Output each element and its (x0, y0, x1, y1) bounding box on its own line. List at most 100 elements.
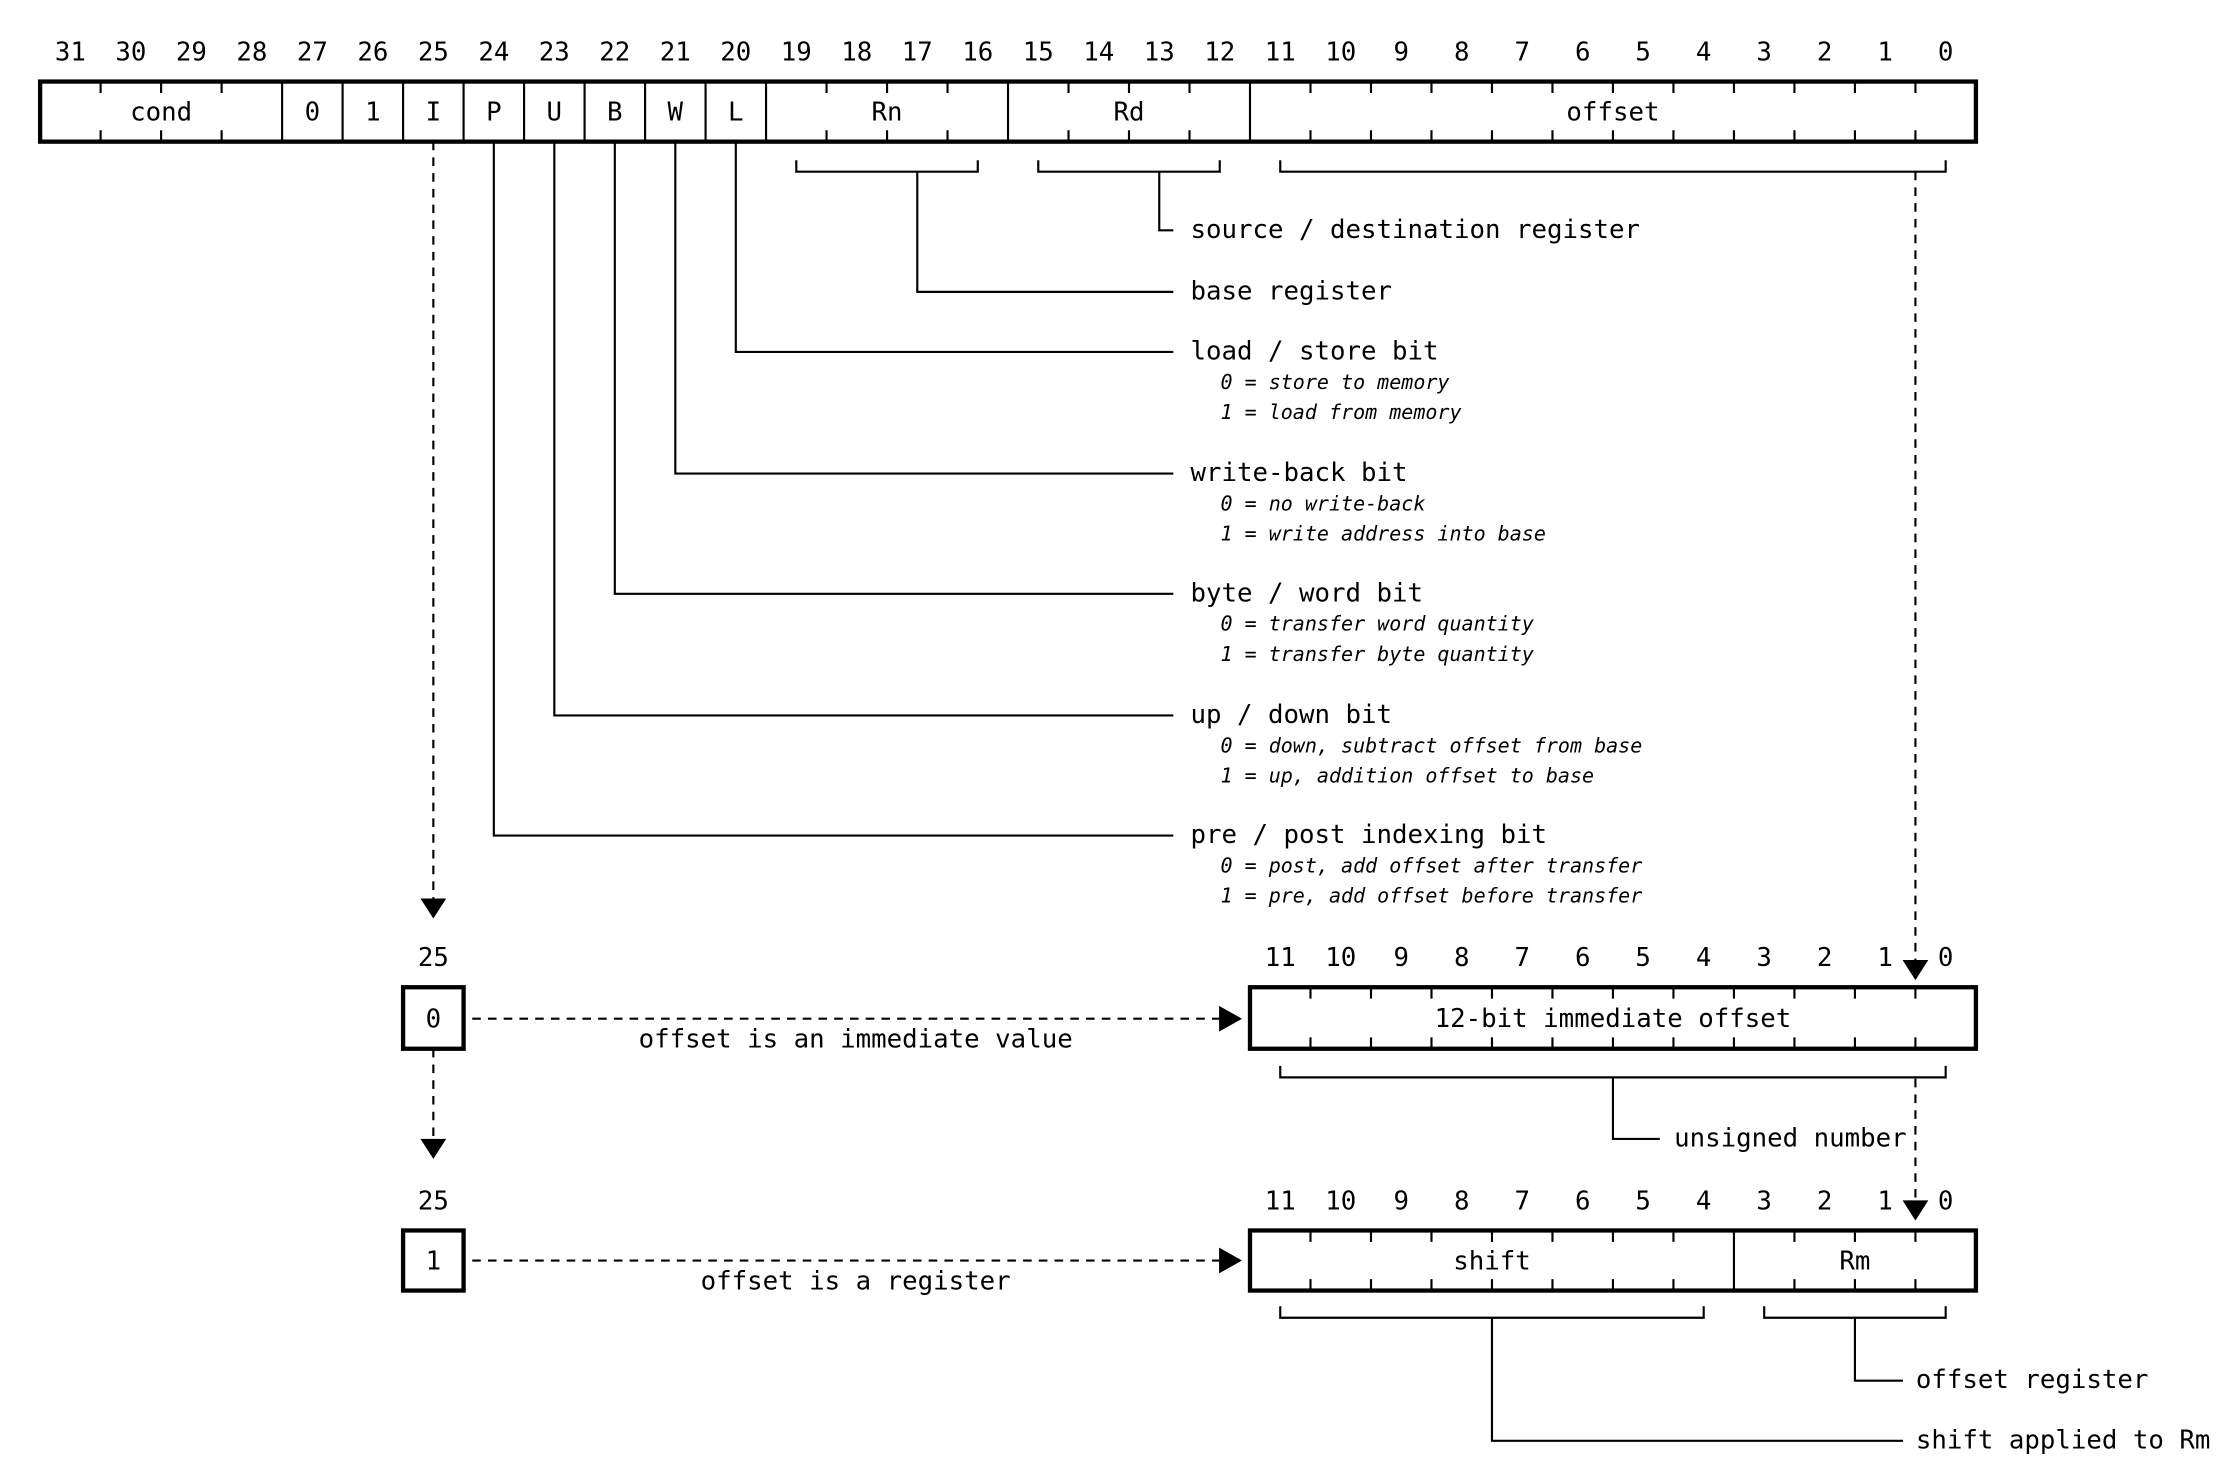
bit-number: 17 (902, 37, 933, 67)
leader-line (492, 141, 1174, 837)
annotation-detail: 0 = store to memory (1221, 370, 1450, 394)
bit-number: 9 (1393, 1186, 1409, 1216)
field-label: offset (1566, 98, 1659, 128)
bit-number: 0 (1938, 37, 1954, 67)
bit-number: 13 (1144, 37, 1175, 67)
bit-number: 0 (1938, 943, 1954, 973)
bit-number: 4 (1696, 37, 1712, 67)
bit-number: 1 (1877, 1186, 1893, 1216)
bit-number: 22 (599, 37, 630, 67)
field-label: B (607, 98, 623, 128)
annotation-detail: 1 = pre, add offset before transfer (1221, 884, 1643, 908)
bit-value: 1 (426, 1246, 442, 1276)
bit-number: 2 (1817, 943, 1833, 973)
bit-number: 20 (720, 37, 751, 67)
bit-number: 11 (1265, 943, 1296, 973)
arrowhead (420, 1138, 447, 1159)
bit-number: 27 (297, 37, 328, 67)
annotation-title: up / down bit (1190, 700, 1392, 730)
field-label: L (728, 98, 744, 128)
bit-number: 23 (539, 37, 570, 67)
bit-number: 10 (1325, 37, 1356, 67)
bit-box (400, 1228, 466, 1293)
annotation-title: source / destination register (1190, 215, 1640, 245)
arrowhead (1219, 1247, 1242, 1274)
annotation-detail: 0 = post, add offset after transfer (1221, 854, 1643, 878)
bit-number: 0 (1938, 1186, 1954, 1216)
bit-number: 10 (1325, 943, 1356, 973)
bit-number: 18 (841, 37, 872, 67)
bit-number: 14 (1083, 37, 1114, 67)
bit-number: 8 (1454, 1186, 1470, 1216)
leader-line (1853, 1317, 1904, 1382)
leader-line (674, 141, 1174, 475)
bit-number: 29 (176, 37, 207, 67)
bit-number: 9 (1393, 37, 1409, 67)
bit-number: 19 (781, 37, 812, 67)
field-label: W (668, 98, 684, 128)
bit-number: 6 (1575, 37, 1591, 67)
bit-number: 4 (1696, 1186, 1712, 1216)
field-label: I (426, 98, 442, 128)
bit-number: 1 (1877, 37, 1893, 67)
bit-number: 7 (1514, 1186, 1530, 1216)
bit-number: 28 (236, 37, 267, 67)
field-label: cond (130, 98, 192, 128)
leader-line (553, 141, 1174, 717)
bit-number: 2 (1817, 37, 1833, 67)
arrowhead (1902, 960, 1929, 981)
bit-number: 25 (418, 943, 449, 973)
bit-number: 5 (1635, 1186, 1651, 1216)
bit-number: 9 (1393, 943, 1409, 973)
annotation-detail: 0 = down, subtract offset from base (1221, 733, 1643, 757)
field-label: Rn (872, 98, 903, 128)
bit-number: 25 (418, 37, 449, 67)
field-label: 1 (365, 98, 381, 128)
annotation-detail: 0 = transfer word quantity (1221, 612, 1534, 636)
caption: offset is an immediate value (639, 1025, 1073, 1055)
leader-line (613, 141, 1174, 595)
bit-number: 6 (1575, 943, 1591, 973)
bit-number: 15 (1023, 37, 1054, 67)
leader-line (916, 171, 1174, 293)
annotation-detail: 1 = load from memory (1221, 400, 1462, 424)
bracket (1763, 1306, 1947, 1319)
field-label: 12-bit immediate offset (1435, 1004, 1792, 1034)
bit-number: 11 (1265, 37, 1296, 67)
bit-value: 0 (426, 1005, 442, 1035)
annotation-detail: 0 = no write-back (1221, 492, 1426, 516)
bit-number: 31 (55, 37, 86, 67)
leader-line (734, 141, 1174, 354)
annotation-title: load / store bit (1190, 336, 1438, 366)
field-label: shift (1453, 1246, 1531, 1276)
bit-number: 6 (1575, 1186, 1591, 1216)
bit-number: 12 (1204, 37, 1235, 67)
annotation-detail: 1 = up, addition offset to base (1221, 763, 1595, 787)
leader-line (1490, 1317, 1904, 1442)
bit-number: 4 (1696, 943, 1712, 973)
bit-number: 26 (357, 37, 388, 67)
arrowhead (1219, 1005, 1242, 1032)
bit-number: 24 (478, 37, 509, 67)
annotation-detail: 1 = write address into base (1221, 522, 1546, 546)
bit-number: 10 (1325, 1186, 1356, 1216)
annotation-title: pre / post indexing bit (1190, 820, 1547, 850)
bit-number: 3 (1756, 37, 1772, 67)
bit-number: 8 (1454, 37, 1470, 67)
bit-number: 30 (115, 37, 146, 67)
bit-number: 25 (418, 1186, 449, 1216)
leader-line (1611, 1077, 1660, 1140)
bracket (1279, 1306, 1705, 1319)
field-label: 0 (305, 98, 321, 128)
bit-number: 2 (1817, 1186, 1833, 1216)
bit-number: 7 (1514, 37, 1530, 67)
annotation-title: write-back bit (1190, 458, 1407, 488)
caption: offset is a register (701, 1266, 1011, 1296)
annotation-title: byte / word bit (1190, 578, 1423, 608)
annotation-detail: 1 = transfer byte quantity (1221, 642, 1534, 666)
bracket (795, 160, 979, 173)
field-label: U (547, 98, 563, 128)
bracket (1037, 160, 1221, 173)
field-label: P (486, 98, 502, 128)
